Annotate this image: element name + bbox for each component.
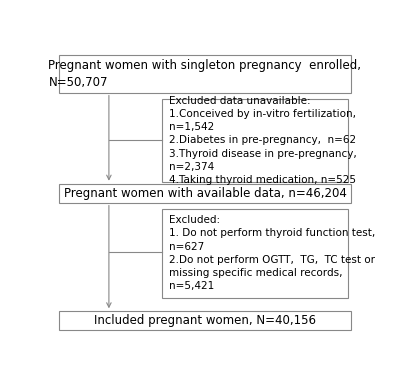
FancyBboxPatch shape — [59, 311, 351, 330]
Text: Included pregnant women, N=40,156: Included pregnant women, N=40,156 — [94, 314, 316, 327]
Text: Excluded:
1. Do not perform thyroid function test,
n=627
2.Do not perform OGTT, : Excluded: 1. Do not perform thyroid func… — [169, 215, 376, 291]
FancyBboxPatch shape — [59, 54, 351, 93]
Text: Excluded data unavailable:
1.Conceived by in-vitro fertilization,
n=1,542
2.Diab: Excluded data unavailable: 1.Conceived b… — [169, 96, 357, 185]
FancyBboxPatch shape — [59, 184, 351, 203]
FancyBboxPatch shape — [162, 99, 348, 182]
Text: Pregnant women with available data, n=46,204: Pregnant women with available data, n=46… — [64, 187, 346, 200]
FancyBboxPatch shape — [162, 208, 348, 298]
Text: Pregnant women with singleton pregnancy  enrolled,
N=50,707: Pregnant women with singleton pregnancy … — [48, 59, 362, 89]
